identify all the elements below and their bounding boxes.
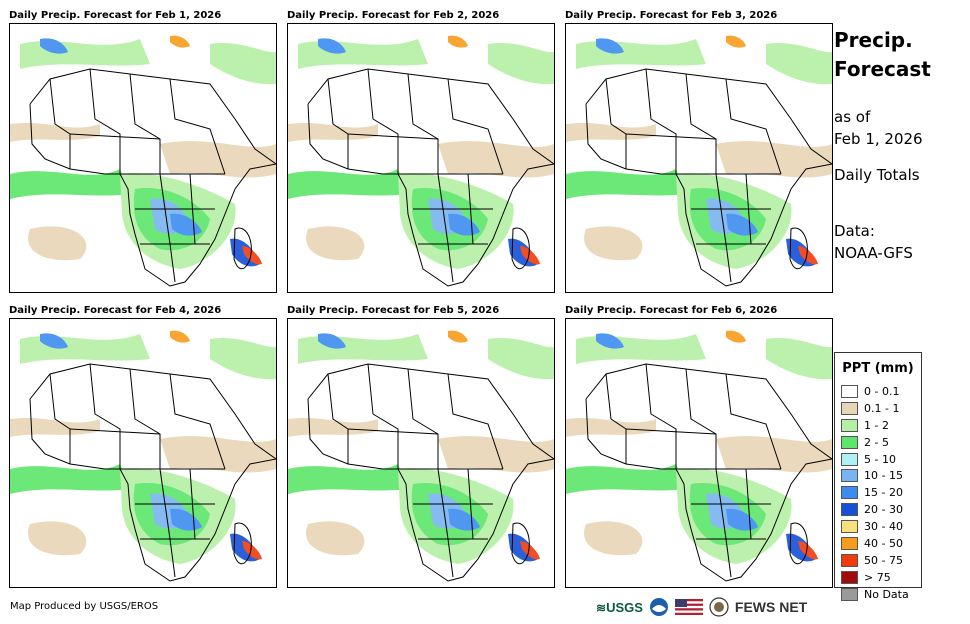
legend-title: PPT (mm) bbox=[842, 361, 914, 376]
legend-label: > 75 bbox=[864, 570, 891, 584]
data-label: Data: bbox=[834, 222, 875, 240]
noaa-logo-icon bbox=[649, 598, 668, 616]
legend-label: 2 - 5 bbox=[864, 435, 889, 449]
forecast-panel-5: Daily Precip. Forecast for Feb 5, 2026 bbox=[287, 304, 555, 588]
legend-label: 40 - 50 bbox=[864, 536, 903, 550]
precip-legend: PPT (mm) 0 - 0.1 0.1 - 1 1 - 2 2 - 5 5 - 10 1… bbox=[834, 352, 922, 601]
legend-item: 10 - 15 bbox=[841, 467, 915, 484]
precip-map bbox=[287, 23, 555, 293]
legend-swatch bbox=[841, 435, 858, 449]
legend-swatch bbox=[841, 469, 858, 483]
us-flag-icon bbox=[674, 599, 703, 615]
legend-item: No Data bbox=[841, 586, 915, 603]
precip-map bbox=[9, 318, 277, 588]
usgs-logo: ≋USGS bbox=[596, 599, 643, 615]
legend-label: No Data bbox=[864, 587, 909, 601]
legend-swatch bbox=[841, 486, 858, 500]
legend-label: 20 - 30 bbox=[864, 503, 903, 517]
legend-label: 0.1 - 1 bbox=[864, 401, 900, 415]
legend-item: 40 - 50 bbox=[841, 535, 915, 552]
legend-item: > 75 bbox=[841, 569, 915, 586]
legend-item: 2 - 5 bbox=[841, 434, 915, 451]
forecast-panel-2: Daily Precip. Forecast for Feb 2, 2026 bbox=[287, 9, 555, 293]
legend-swatch bbox=[841, 418, 858, 432]
panel-title: Daily Precip. Forecast for Feb 2, 2026 bbox=[287, 10, 500, 21]
legend-item: 0 - 0.1 bbox=[841, 383, 915, 400]
legend-item: 5 - 10 bbox=[841, 451, 915, 468]
legend-item: 50 - 75 bbox=[841, 552, 915, 569]
legend-label: 5 - 10 bbox=[864, 452, 896, 466]
legend-label: 10 - 15 bbox=[864, 469, 903, 483]
legend-swatch bbox=[841, 553, 858, 567]
asof-label: as of bbox=[834, 108, 871, 126]
panel-title: Daily Precip. Forecast for Feb 4, 2026 bbox=[9, 305, 222, 316]
legend-swatch bbox=[841, 536, 858, 550]
legend-swatch bbox=[841, 401, 858, 415]
legend-label: 15 - 20 bbox=[864, 486, 903, 500]
main-title-line1: Precip. bbox=[834, 28, 913, 52]
legend-swatch bbox=[841, 503, 858, 517]
logo-strip: ≋USGS FEWS NET bbox=[596, 597, 807, 617]
legend-label: 1 - 2 bbox=[864, 418, 889, 432]
legend-swatch bbox=[841, 384, 858, 398]
legend-label: 0 - 0.1 bbox=[864, 384, 900, 398]
legend-item: 15 - 20 bbox=[841, 484, 915, 501]
legend-swatch bbox=[841, 570, 858, 584]
legend-swatch bbox=[841, 587, 858, 601]
precip-map bbox=[565, 23, 833, 293]
forecast-panel-1: Daily Precip. Forecast for Feb 1, 2026 bbox=[9, 9, 277, 293]
panel-title: Daily Precip. Forecast for Feb 1, 2026 bbox=[9, 10, 222, 21]
legend-item: 0.1 - 1 bbox=[841, 400, 915, 417]
asof-date: Feb 1, 2026 bbox=[834, 130, 923, 148]
legend-label: 30 - 40 bbox=[864, 520, 903, 534]
main-title-line2: Forecast bbox=[834, 57, 931, 81]
legend-item: 30 - 40 bbox=[841, 518, 915, 535]
forecast-panel-4: Daily Precip. Forecast for Feb 4, 2026 bbox=[9, 304, 277, 588]
legend-item: 20 - 30 bbox=[841, 501, 915, 518]
forecast-panel-6: Daily Precip. Forecast for Feb 6, 2026 bbox=[565, 304, 833, 588]
totals-label: Daily Totals bbox=[834, 166, 920, 184]
panel-title: Daily Precip. Forecast for Feb 6, 2026 bbox=[565, 305, 778, 316]
data-source: NOAA-GFS bbox=[834, 244, 913, 262]
panel-title: Daily Precip. Forecast for Feb 3, 2026 bbox=[565, 10, 778, 21]
state-dept-seal-icon bbox=[709, 597, 729, 617]
panel-title: Daily Precip. Forecast for Feb 5, 2026 bbox=[287, 305, 500, 316]
legend-swatch bbox=[841, 520, 858, 534]
forecast-panel-3: Daily Precip. Forecast for Feb 3, 2026 bbox=[565, 9, 833, 293]
precip-map bbox=[287, 318, 555, 588]
precip-map bbox=[565, 318, 833, 588]
fews-net-logo: FEWS NET bbox=[734, 599, 808, 615]
legend-swatch bbox=[841, 452, 858, 466]
info-sidebar: Precip. Forecast as of Feb 1, 2026 Daily… bbox=[834, 26, 964, 264]
map-credit: Map Produced by USGS/EROS bbox=[10, 601, 159, 612]
legend-item: 1 - 2 bbox=[841, 417, 915, 434]
precip-map bbox=[9, 23, 277, 293]
legend-label: 50 - 75 bbox=[864, 553, 903, 567]
